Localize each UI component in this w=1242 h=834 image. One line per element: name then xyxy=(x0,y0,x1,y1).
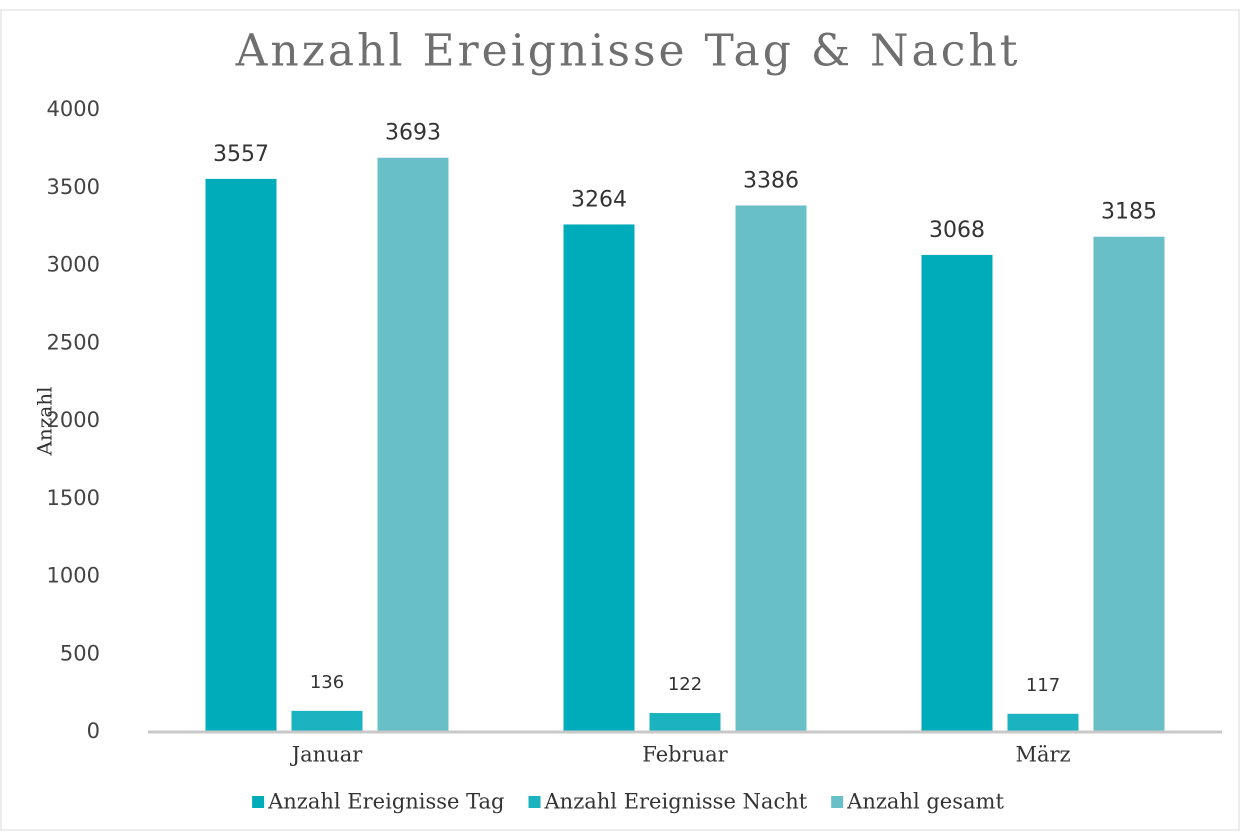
bar xyxy=(1093,236,1165,733)
y-tick-label: 1500 xyxy=(47,486,100,510)
bar xyxy=(735,205,807,733)
bar xyxy=(291,710,363,732)
y-tick-label: 2000 xyxy=(47,408,100,432)
y-tick-label: 4000 xyxy=(47,97,100,121)
bar xyxy=(921,254,993,732)
legend-label: Anzahl Ereignisse Nacht xyxy=(544,790,808,814)
bar xyxy=(377,157,449,732)
bar xyxy=(649,713,721,732)
y-tick-label: 3000 xyxy=(47,253,100,277)
data-label: 117 xyxy=(1026,675,1060,696)
legend-swatch xyxy=(528,796,541,808)
data-label: 3557 xyxy=(213,142,269,167)
data-label: 136 xyxy=(310,672,344,693)
data-label: 3264 xyxy=(571,187,627,212)
legend-swatch xyxy=(831,796,844,808)
y-tick-label: 500 xyxy=(60,641,100,665)
data-label: 3185 xyxy=(1101,200,1157,225)
legend-label: Anzahl gesamt xyxy=(846,790,1004,814)
bar xyxy=(563,224,635,732)
y-tick-label: 2500 xyxy=(47,330,100,354)
bar xyxy=(205,178,277,733)
data-label: 3068 xyxy=(929,218,985,243)
x-tick-label: Februar xyxy=(642,743,728,767)
y-tick-label: 0 xyxy=(87,719,100,743)
chart-title: Anzahl Ereignisse Tag & Nacht xyxy=(235,26,1021,77)
x-tick-label: Januar xyxy=(290,743,364,767)
y-tick-label: 1000 xyxy=(47,564,100,588)
y-tick-label: 3500 xyxy=(47,175,100,199)
data-label: 3693 xyxy=(385,121,441,146)
bar xyxy=(1007,713,1079,732)
legend-label: Anzahl Ereignisse Tag xyxy=(267,790,504,814)
data-label: 3386 xyxy=(743,168,799,193)
x-tick-label: März xyxy=(1015,743,1070,767)
y-axis-label: Anzahl xyxy=(33,386,57,456)
data-label: 122 xyxy=(668,674,702,695)
legend-swatch xyxy=(252,796,265,808)
